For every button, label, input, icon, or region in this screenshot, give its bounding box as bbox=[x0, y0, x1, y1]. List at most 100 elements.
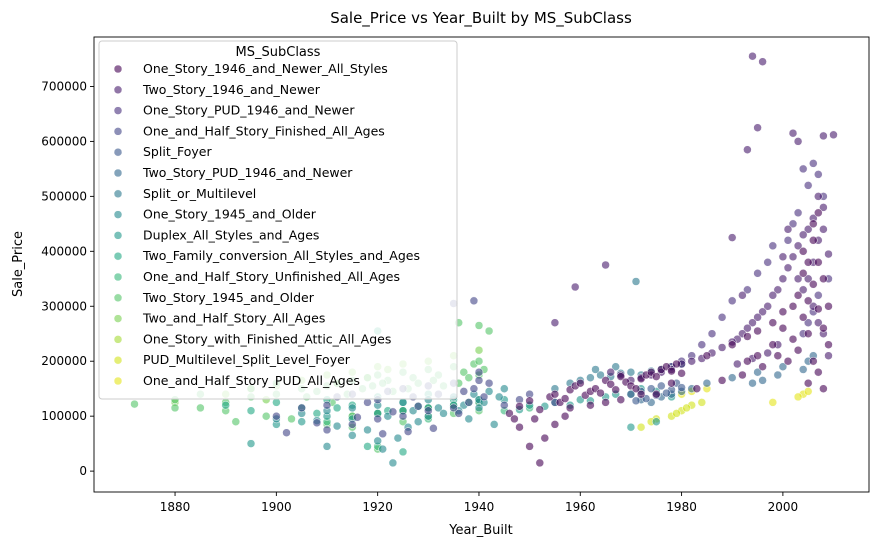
data-point bbox=[535, 458, 545, 468]
data-point bbox=[778, 274, 788, 284]
data-point bbox=[819, 203, 828, 212]
data-point bbox=[753, 367, 762, 377]
data-point bbox=[768, 291, 778, 300]
data-point bbox=[783, 225, 793, 234]
legend-label: One_Story_1946_and_Newer_All_Styles bbox=[143, 61, 388, 76]
data-point bbox=[454, 409, 463, 418]
x-tick-label: 1900 bbox=[261, 500, 292, 514]
data-point bbox=[464, 414, 474, 424]
data-point bbox=[798, 269, 808, 278]
x-tick-label: 1960 bbox=[565, 500, 596, 514]
data-point bbox=[803, 225, 813, 234]
data-point bbox=[798, 230, 808, 240]
data-point bbox=[322, 400, 332, 410]
data-point bbox=[753, 313, 762, 322]
data-point bbox=[814, 291, 823, 300]
data-point bbox=[130, 399, 139, 409]
data-point bbox=[631, 396, 641, 406]
data-point bbox=[272, 411, 281, 421]
data-point bbox=[378, 444, 387, 454]
data-point bbox=[373, 414, 382, 424]
data-point bbox=[788, 219, 798, 229]
data-point bbox=[824, 351, 833, 360]
data-point bbox=[413, 402, 423, 411]
legend-label: One_Story_PUD_1946_and_Newer bbox=[143, 103, 355, 118]
data-point bbox=[743, 323, 752, 333]
data-point bbox=[672, 359, 681, 369]
legend-label: Duplex_All_Styles_and_Ages bbox=[143, 227, 319, 242]
legend-entry: One_and_Half_Story_Finished_All_Ages bbox=[113, 123, 385, 138]
data-point bbox=[282, 428, 291, 437]
data-point bbox=[464, 398, 474, 407]
x-axis-label: Year_Built bbox=[448, 523, 513, 538]
data-point bbox=[474, 367, 484, 377]
y-tick-label: 500000 bbox=[41, 189, 87, 203]
data-point bbox=[697, 398, 707, 407]
data-point bbox=[363, 425, 372, 435]
data-point bbox=[687, 356, 696, 366]
data-point bbox=[814, 192, 823, 201]
legend-marker bbox=[113, 335, 123, 344]
legend-entry: One_and_Half_Story_PUD_All_Ages bbox=[113, 373, 360, 388]
data-point bbox=[611, 385, 620, 395]
data-point bbox=[768, 398, 778, 407]
data-point bbox=[793, 274, 803, 284]
legend-marker bbox=[113, 168, 123, 178]
data-point bbox=[576, 378, 585, 388]
data-point bbox=[738, 291, 747, 300]
data-point bbox=[758, 307, 767, 317]
legend-label: One_and_Half_Story_PUD_All_Ages bbox=[143, 373, 360, 388]
legend-box bbox=[98, 40, 458, 400]
data-point bbox=[717, 343, 727, 352]
data-point bbox=[348, 403, 357, 413]
data-point bbox=[586, 400, 595, 410]
data-point bbox=[814, 170, 823, 179]
data-point bbox=[616, 395, 626, 404]
y-axis: 0 100000 200000 300000 400000 500000 600000 700… bbox=[41, 79, 94, 478]
legend-title: MS_SubClass bbox=[236, 45, 321, 60]
data-point bbox=[616, 372, 626, 381]
data-point bbox=[788, 334, 798, 344]
data-point bbox=[809, 219, 818, 229]
data-point bbox=[378, 429, 387, 439]
data-point bbox=[768, 340, 778, 349]
data-point bbox=[652, 389, 661, 399]
legend-marker bbox=[113, 293, 123, 303]
data-point bbox=[353, 413, 362, 422]
data-point bbox=[753, 351, 762, 360]
legend-label: One_and_Half_Story_Unfinished_All_Ages bbox=[143, 269, 400, 284]
legend-marker bbox=[113, 355, 123, 365]
legend-label: Two_Family_conversion_All_Styles_and_Age… bbox=[142, 248, 420, 263]
data-point bbox=[768, 318, 778, 327]
legend-marker bbox=[113, 376, 123, 386]
legend-label: PUD_Multilevel_Split_Level_Foyer bbox=[143, 352, 351, 367]
legend-entry: One_and_Half_Story_Unfinished_All_Ages bbox=[113, 269, 400, 284]
data-point bbox=[636, 389, 646, 399]
legend-marker bbox=[113, 85, 123, 95]
data-point bbox=[733, 359, 742, 369]
data-point bbox=[363, 398, 372, 407]
data-point bbox=[586, 373, 595, 382]
data-point bbox=[221, 400, 230, 410]
data-point bbox=[494, 392, 504, 402]
data-point bbox=[743, 356, 752, 366]
legend-label: Split_or_Multilevel bbox=[143, 186, 256, 201]
data-point bbox=[611, 362, 620, 371]
data-point bbox=[596, 370, 605, 380]
y-tick-label: 400000 bbox=[41, 244, 87, 258]
data-point bbox=[702, 378, 712, 388]
data-point bbox=[793, 241, 803, 251]
data-point bbox=[474, 345, 484, 355]
data-point bbox=[403, 427, 413, 436]
series-Two_Story_1946_and_Newer bbox=[550, 51, 838, 385]
data-point bbox=[743, 145, 752, 154]
data-point bbox=[803, 296, 813, 306]
legend-entry: Two_Family_conversion_All_Styles_and_Age… bbox=[113, 248, 420, 263]
data-point bbox=[312, 409, 322, 418]
data-point bbox=[606, 367, 615, 377]
data-point bbox=[783, 236, 793, 245]
legend-entry: Split_or_Multilevel bbox=[113, 186, 256, 201]
data-point bbox=[565, 403, 575, 413]
